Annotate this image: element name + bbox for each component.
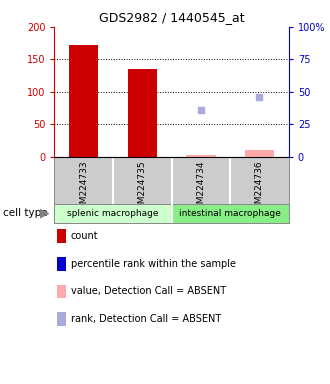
Bar	[54, 204, 172, 223]
Title: GDS2982 / 1440545_at: GDS2982 / 1440545_at	[99, 11, 245, 24]
Text: percentile rank within the sample: percentile rank within the sample	[71, 259, 236, 269]
Text: count: count	[71, 231, 99, 241]
Point	[198, 107, 204, 113]
Text: cell type: cell type	[3, 208, 48, 218]
Bar	[128, 69, 157, 157]
Point	[257, 94, 262, 100]
Text: splenic macrophage: splenic macrophage	[67, 209, 159, 218]
Text: GSM224733: GSM224733	[79, 161, 88, 215]
Text: value, Detection Call = ABSENT: value, Detection Call = ABSENT	[71, 286, 226, 296]
Text: rank, Detection Call = ABSENT: rank, Detection Call = ABSENT	[71, 314, 221, 324]
Point	[140, 0, 145, 2]
Bar	[245, 150, 274, 157]
Text: GSM224735: GSM224735	[138, 161, 147, 215]
Bar	[172, 204, 289, 223]
Text: intestinal macrophage: intestinal macrophage	[179, 209, 281, 218]
Bar	[69, 45, 98, 157]
Text: GSM224736: GSM224736	[255, 161, 264, 215]
Bar	[186, 155, 215, 157]
Text: GSM224734: GSM224734	[196, 161, 205, 215]
Text: ▶: ▶	[40, 207, 50, 220]
